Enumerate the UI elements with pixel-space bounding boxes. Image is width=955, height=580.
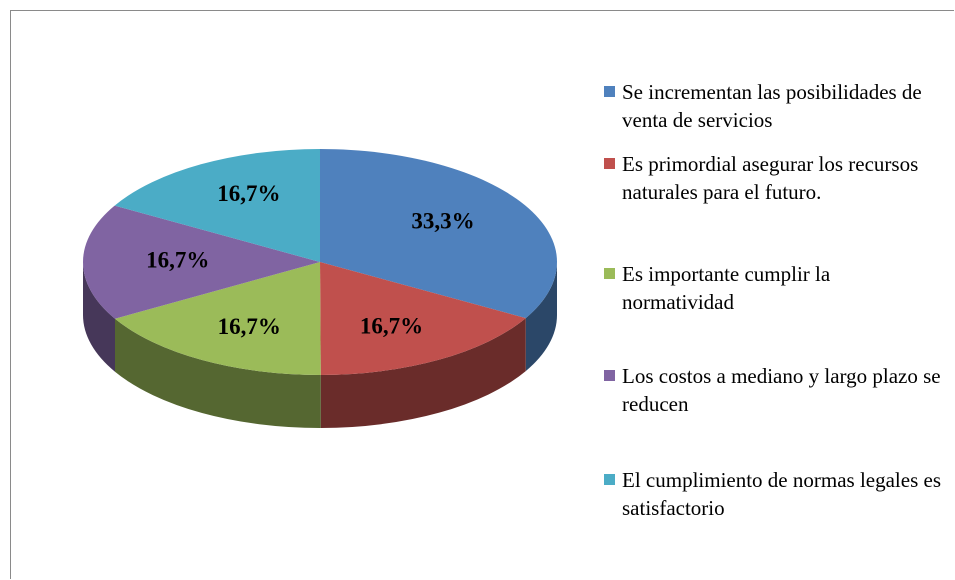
legend-item: Se incrementan las posibilidades de vent…	[604, 78, 944, 134]
pie-slice-side	[83, 262, 116, 372]
legend-item: Es importante cumplir la normatividad	[604, 260, 944, 316]
legend-item: Es primordial asegurar los recursos natu…	[604, 150, 944, 206]
legend-swatch	[604, 158, 615, 169]
legend-swatch	[604, 86, 615, 97]
legend-label: Es primordial asegurar los recursos natu…	[622, 152, 919, 204]
legend-swatch	[604, 268, 615, 279]
data-label: 16,7%	[360, 314, 423, 339]
legend-label: El cumplimiento de normas legales es sat…	[622, 468, 941, 520]
pie-slice	[115, 262, 321, 375]
legend-label: Los costos a mediano y largo plazo se re…	[622, 364, 941, 416]
legend-label: Se incrementan las posibilidades de vent…	[622, 80, 922, 132]
chart-frame	[10, 10, 954, 579]
pie-slice	[82, 205, 320, 319]
pie-slice-side	[525, 262, 557, 372]
pie-slice	[114, 149, 321, 262]
pie-slice	[320, 262, 526, 375]
data-label: 16,7%	[218, 314, 281, 339]
data-label: 16,7%	[217, 181, 280, 206]
data-label: 33,3%	[411, 209, 474, 234]
legend-item: El cumplimiento de normas legales es sat…	[604, 466, 944, 522]
pie-slice-side	[115, 318, 321, 428]
pie-slice-side	[320, 318, 526, 428]
legend-swatch	[604, 370, 615, 381]
legend-item: Los costos a mediano y largo plazo se re…	[604, 362, 944, 418]
pie-slice	[320, 149, 557, 319]
data-label: 16,7%	[146, 247, 209, 272]
pie-sides	[83, 262, 557, 428]
legend-label: Es importante cumplir la normatividad	[622, 262, 831, 314]
legend-swatch	[604, 474, 615, 485]
